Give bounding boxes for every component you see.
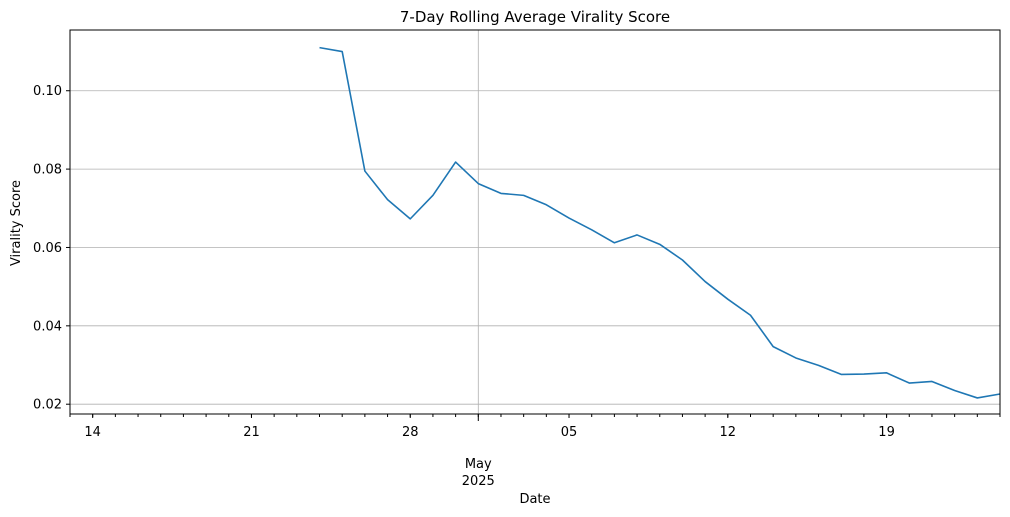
x-tick-label: 21: [243, 425, 260, 440]
plot-frame: [69, 29, 1001, 415]
axes: [66, 29, 1001, 421]
y-tick-label: 0.08: [33, 163, 62, 178]
x-tick-label: 12: [720, 425, 737, 440]
x-axis-label: Date: [519, 492, 550, 507]
y-tick-label: 0.10: [33, 84, 62, 99]
x-tick-label-month: May: [465, 457, 492, 472]
grid: [70, 30, 1000, 414]
x-tick-label-year: 2025: [462, 474, 495, 489]
y-axis-label: Virality Score: [9, 180, 24, 266]
chart-title: 7-Day Rolling Average Virality Score: [400, 8, 670, 26]
x-tick-label: 19: [878, 425, 895, 440]
y-tick-label: 0.02: [33, 398, 62, 413]
series-line: [319, 46, 1001, 399]
tick-labels: 0.02 0.04 0.06 0.08 0.10 May 2025 14 21 28 05 12 19: [33, 84, 895, 489]
series-layer: [319, 46, 1001, 399]
y-tick-label: 0.06: [33, 241, 62, 256]
x-tick-label: 14: [84, 425, 101, 440]
y-tick-label: 0.04: [33, 319, 62, 334]
x-tick-label: 05: [561, 425, 578, 440]
x-tick-label: 28: [402, 425, 419, 440]
